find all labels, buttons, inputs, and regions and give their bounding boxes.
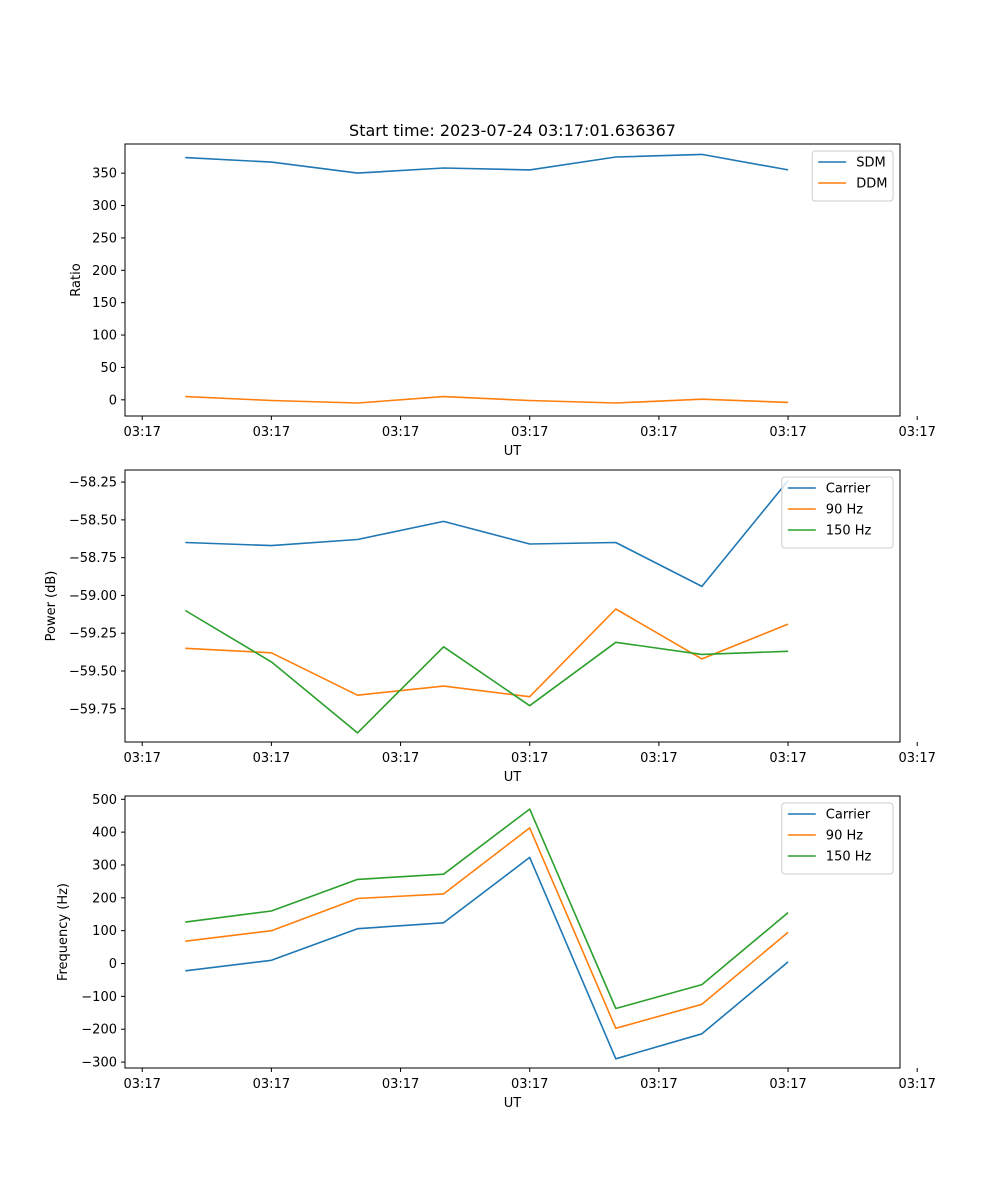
y-tick-label: 100 [92,329,117,344]
x-tick-label: 03:17 [898,425,935,440]
y-tick-label: 100 [92,924,117,939]
x-tick-label: 03:17 [898,751,935,766]
x-tick-label: 03:17 [511,1077,548,1092]
y-tick-label: 200 [92,264,117,279]
x-tick-label: 03:17 [640,1077,677,1092]
y-tick-label: −59.75 [69,702,117,717]
series-line-ddm [185,395,789,404]
x-tick-label: 03:17 [769,1077,806,1092]
legend-label: Carrier [826,808,871,823]
y-tick-label: −59.50 [69,664,117,679]
y-tick-label: −100 [81,990,117,1005]
legend-label: 90 Hz [826,503,863,518]
y-tick-label: 0 [109,393,117,408]
y-tick-label: −200 [81,1023,117,1038]
y-tick-label: −58.75 [69,551,117,566]
y-axis-label: Ratio [69,263,84,296]
chart-panel-3: 03:17 03:17 03:17 03:17 03:17 03:17 03:17 −300 −… [56,793,936,1111]
y-tick-label: 300 [92,858,117,873]
y-tick-label: −59.25 [69,627,117,642]
x-axis-label: UT [504,1096,522,1111]
y-tick-label: −59.00 [69,589,117,604]
y-axis-label: Power (dB) [44,571,59,642]
x-tick-label: 03:17 [769,425,806,440]
y-axis-label: Frequency (Hz) [56,883,71,981]
x-tick-label: 03:17 [382,751,419,766]
y-tick-label: 0 [109,957,117,972]
chart-panel-1: Start time: 2023-07-24 03:17:01.63636703… [69,121,936,459]
x-axis-label: UT [504,770,522,785]
y-tick-label: 300 [92,199,117,214]
y-tick-label: −300 [81,1056,117,1071]
x-tick-label: 03:17 [123,425,160,440]
x-tick-label: 03:17 [382,425,419,440]
legend-label: 150 Hz [826,850,872,865]
x-tick-label: 03:17 [253,1077,290,1092]
y-tick-label: 150 [92,296,117,311]
x-tick-label: 03:17 [769,751,806,766]
axes-frame [124,469,901,743]
legend-label: SDM [856,156,885,171]
legend-label: 90 Hz [826,829,863,844]
x-tick-label: 03:17 [253,425,290,440]
legend-box [811,150,894,202]
x-tick-label: 03:17 [898,1077,935,1092]
axes-frame [124,795,901,1069]
series-line-carrier [185,480,789,588]
y-tick-label: 500 [92,793,117,808]
x-tick-label: 03:17 [511,751,548,766]
y-tick-label: 350 [92,167,117,182]
y-tick-label: 50 [100,361,117,376]
x-tick-label: 03:17 [511,425,548,440]
series-line-150-hz [184,609,789,734]
legend-label: 150 Hz [826,524,872,539]
chart-title: Start time: 2023-07-24 03:17:01.636367 [349,121,676,140]
series-line-sdm [185,153,789,174]
legend: Carrier 90 Hz 150 Hz [781,476,894,549]
series-line-carrier [185,856,789,1060]
series-line-90-hz [185,608,789,698]
legend-label: Carrier [826,482,871,497]
y-tick-label: 200 [92,891,117,906]
series-line-150-hz [185,808,789,1010]
series-line-90-hz [185,827,789,1030]
y-tick-label: −58.50 [69,513,117,528]
legend: SDM DDM [811,150,894,202]
y-tick-label: −58.25 [69,476,117,491]
y-tick-label: 400 [92,826,117,841]
chart-panel-2: 03:17 03:17 03:17 03:17 03:17 03:17 03:17 −59.7… [44,469,936,785]
x-tick-label: 03:17 [382,1077,419,1092]
x-tick-label: 03:17 [123,751,160,766]
axes-frame [124,143,901,417]
x-tick-label: 03:17 [253,751,290,766]
legend-label: DDM [856,177,887,192]
y-tick-label: 250 [92,231,117,246]
x-tick-label: 03:17 [640,425,677,440]
x-tick-label: 03:17 [123,1077,160,1092]
x-tick-label: 03:17 [640,751,677,766]
x-axis-label: UT [504,444,522,459]
legend: Carrier 90 Hz 150 Hz [781,802,894,875]
